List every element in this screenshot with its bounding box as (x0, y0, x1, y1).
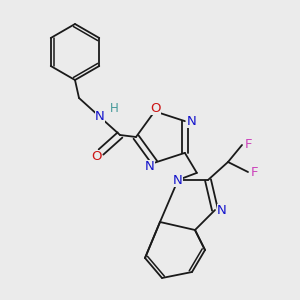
Text: N: N (173, 173, 183, 187)
Text: F: F (244, 139, 252, 152)
Text: O: O (92, 149, 102, 163)
Text: N: N (95, 110, 105, 124)
Text: N: N (217, 203, 227, 217)
Text: H: H (110, 103, 118, 116)
Text: N: N (145, 160, 154, 173)
Text: O: O (150, 102, 161, 115)
Text: N: N (187, 115, 197, 128)
Text: F: F (250, 166, 258, 178)
